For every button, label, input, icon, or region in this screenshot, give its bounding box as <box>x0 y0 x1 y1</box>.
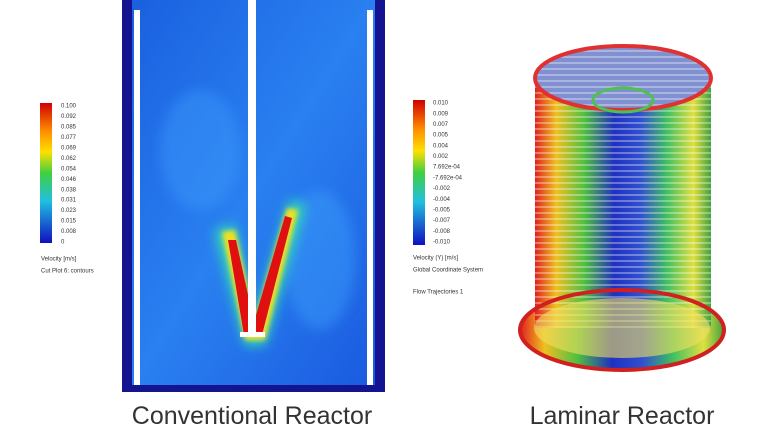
legend-text: Cut Plot 6: contours <box>41 269 94 275</box>
colorbar-label: -0.005 <box>433 208 451 214</box>
laminar-reactor-image <box>518 44 726 372</box>
caption: Conventional Reactor <box>132 402 372 430</box>
colorbar-label: 0.069 <box>61 145 77 151</box>
colorbar-label: 0.007 <box>433 122 449 128</box>
colorbar-label: -0.008 <box>433 229 451 235</box>
colorbar <box>40 103 52 243</box>
colorbar-label: 0.100 <box>61 104 77 110</box>
colorbar-label: 0.092 <box>61 114 77 120</box>
legend-text: Flow Trajectories 1 <box>413 290 464 296</box>
colorbar-label: -0.004 <box>433 197 451 203</box>
colorbar-label: 0.005 <box>433 133 449 139</box>
colorbar-label: 0.085 <box>61 125 77 131</box>
colorbar-label: -0.007 <box>433 218 451 224</box>
colorbar-label: 0.031 <box>61 198 77 204</box>
colorbar-label: 0.010 <box>433 101 449 107</box>
colorbar-label: 0.023 <box>61 208 77 214</box>
colorbar-label: 0.077 <box>61 135 77 141</box>
colorbar-label: 0.009 <box>433 111 449 117</box>
colorbar-label: 7.692e-04 <box>433 165 461 171</box>
colorbar-label: -0.002 <box>433 186 451 192</box>
legend-text: Velocity (Y) [m/s] <box>413 256 458 262</box>
colorbar-label: -7.692e-04 <box>433 175 463 181</box>
colorbar-label: 0.038 <box>61 187 77 193</box>
colorbar-label: 0.062 <box>61 156 77 162</box>
colorbar-label: -0.010 <box>433 240 451 246</box>
colorbar-label: 0.054 <box>61 166 77 172</box>
caption: Laminar Reactor <box>530 402 715 430</box>
colorbar <box>413 100 425 245</box>
colorbar-label: 0.004 <box>433 143 449 149</box>
legend-text: Global Coordinate System <box>413 268 483 274</box>
colorbar-labels: 0.100 0.092 0.085 0.077 0.069 0.062 0.054 0.046… <box>41 104 94 275</box>
colorbar-label: 0.015 <box>61 219 77 225</box>
colorbar-labels: 0.010 0.009 0.007 0.005 0.004 0.002 7.692e-04 -… <box>413 101 483 296</box>
legend-text: Velocity [m/s] <box>41 257 77 263</box>
conventional-reactor-image <box>122 0 385 392</box>
colorbar-label: 0 <box>61 240 65 246</box>
colorbar-label: 0.002 <box>433 154 449 160</box>
colorbar-label: 0.008 <box>61 229 77 235</box>
colorbar-label: 0.046 <box>61 177 77 183</box>
